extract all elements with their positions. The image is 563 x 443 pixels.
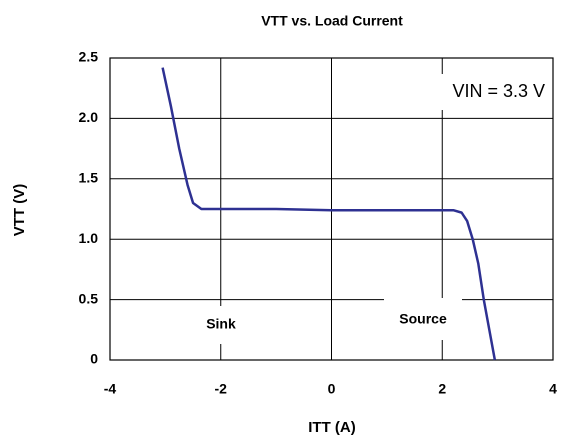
annotation: Sink [206,316,236,332]
y-tick-label: 1.5 [79,170,99,186]
plot-frame [109,57,554,361]
x-axis-label: ITT (A) [308,419,355,436]
y-tick-label: 0 [90,351,98,367]
label-bg [196,306,248,344]
label-bg [410,74,550,110]
x-tick-label: -2 [215,381,228,397]
x-tick-label: 2 [438,381,446,397]
chart-title: VTT vs. Load Current [261,13,403,29]
x-tick-label: 4 [549,381,557,397]
annotation: VIN = 3.3 V [452,81,545,101]
label-bg [384,298,462,340]
data-line [161,67,497,361]
y-tick-label: 2.5 [79,49,99,65]
y-tick-label: 1.0 [79,230,99,246]
x-tick-label: -4 [104,381,117,397]
y-tick-label: 0.5 [79,290,99,306]
x-tick-label: 0 [328,381,336,397]
y-axis-label: VTT (V) [11,184,28,237]
y-tick-label: 2.0 [79,109,99,125]
annotation: Source [399,311,447,327]
